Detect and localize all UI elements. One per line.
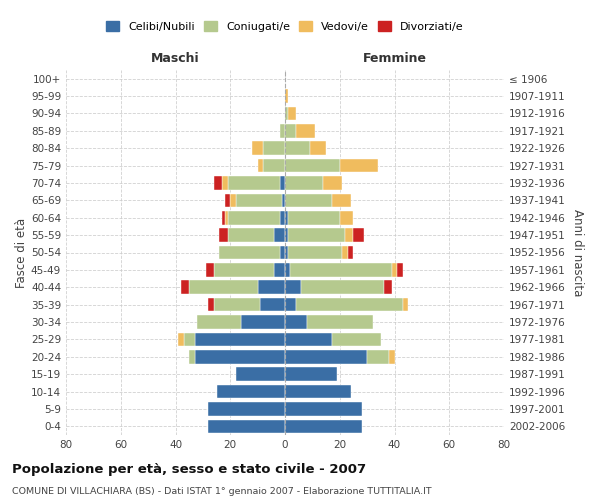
Bar [285, 159, 340, 172]
Bar [274, 228, 285, 242]
Bar [189, 280, 257, 294]
Bar [285, 176, 323, 190]
Bar [285, 385, 350, 398]
Bar [285, 368, 337, 381]
Bar [288, 211, 340, 224]
Bar [214, 176, 222, 190]
Bar [285, 350, 367, 364]
Bar [285, 211, 288, 224]
Bar [332, 332, 381, 346]
Bar [282, 194, 285, 207]
Bar [214, 263, 274, 276]
Bar [403, 298, 408, 312]
Bar [184, 332, 194, 346]
Bar [285, 90, 288, 103]
Bar [217, 385, 285, 398]
Bar [208, 402, 285, 415]
Bar [252, 142, 263, 155]
Bar [285, 263, 290, 276]
Bar [274, 263, 285, 276]
Bar [285, 142, 310, 155]
Bar [214, 298, 260, 312]
Bar [236, 194, 282, 207]
Bar [285, 124, 296, 138]
Bar [230, 194, 236, 207]
Bar [285, 402, 362, 415]
Bar [241, 315, 285, 329]
Bar [348, 246, 353, 260]
Bar [288, 246, 343, 260]
Bar [285, 420, 362, 433]
Bar [340, 159, 378, 172]
Bar [288, 228, 345, 242]
Bar [225, 211, 227, 224]
Bar [392, 263, 397, 276]
Bar [307, 315, 373, 329]
Bar [227, 211, 280, 224]
Bar [285, 298, 296, 312]
Bar [227, 228, 274, 242]
Bar [280, 176, 285, 190]
Bar [181, 280, 189, 294]
Bar [296, 298, 403, 312]
Bar [263, 142, 285, 155]
Bar [285, 332, 332, 346]
Bar [301, 280, 383, 294]
Text: Maschi: Maschi [151, 52, 200, 65]
Bar [280, 211, 285, 224]
Bar [285, 280, 301, 294]
Bar [285, 194, 332, 207]
Bar [208, 298, 214, 312]
Bar [206, 263, 214, 276]
Bar [178, 332, 184, 346]
Bar [280, 124, 285, 138]
Bar [189, 350, 194, 364]
Bar [296, 124, 315, 138]
Bar [236, 368, 285, 381]
Bar [219, 246, 280, 260]
Bar [332, 194, 351, 207]
Y-axis label: Anni di nascita: Anni di nascita [571, 209, 584, 296]
Bar [367, 350, 389, 364]
Bar [222, 211, 225, 224]
Bar [263, 159, 285, 172]
Bar [280, 246, 285, 260]
Bar [260, 298, 285, 312]
Bar [227, 176, 280, 190]
Bar [397, 263, 403, 276]
Bar [194, 332, 285, 346]
Y-axis label: Fasce di età: Fasce di età [15, 218, 28, 288]
Bar [353, 228, 364, 242]
Bar [225, 194, 230, 207]
Bar [345, 228, 353, 242]
Bar [197, 315, 241, 329]
Bar [285, 106, 288, 120]
Bar [257, 280, 285, 294]
Text: Popolazione per età, sesso e stato civile - 2007: Popolazione per età, sesso e stato civil… [12, 462, 366, 475]
Bar [310, 142, 326, 155]
Bar [208, 420, 285, 433]
Bar [323, 176, 343, 190]
Bar [285, 315, 307, 329]
Bar [257, 159, 263, 172]
Text: COMUNE DI VILLACHIARA (BS) - Dati ISTAT 1° gennaio 2007 - Elaborazione TUTTITALI: COMUNE DI VILLACHIARA (BS) - Dati ISTAT … [12, 488, 431, 496]
Text: Femmine: Femmine [362, 52, 427, 65]
Bar [285, 246, 288, 260]
Bar [194, 350, 285, 364]
Legend: Celibi/Nubili, Coniugati/e, Vedovi/e, Divorziati/e: Celibi/Nubili, Coniugati/e, Vedovi/e, Di… [106, 21, 464, 32]
Bar [343, 246, 348, 260]
Bar [285, 228, 288, 242]
Bar [222, 176, 227, 190]
Bar [340, 211, 353, 224]
Bar [383, 280, 392, 294]
Bar [290, 263, 392, 276]
Bar [288, 106, 296, 120]
Bar [220, 228, 227, 242]
Bar [389, 350, 395, 364]
